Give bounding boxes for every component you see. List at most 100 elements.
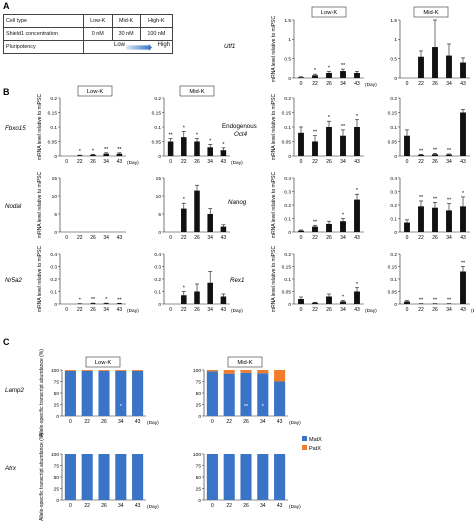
group-header-box [413,6,449,18]
y-axis-label: mRNA level relative to miPSC [271,172,277,239]
significance-mark: * [328,65,331,71]
x-tick-label: 26 [326,235,332,241]
y-tick-label: 0.1 [154,125,161,131]
y-tick-label: 0.4 [390,176,397,182]
y-tick-label: 100 [193,368,201,374]
stacked-bar-matx [257,454,269,500]
x-tick-label: 43 [277,419,283,425]
x-tick-label: 43 [135,503,141,509]
y-tick-label: 0.05 [282,139,292,145]
significance-mark: * [92,148,95,154]
x-tick-label: 0 [169,235,172,241]
y-axis-label: Allele-specific transcript abundance (%) [39,349,45,437]
x-tick-label: 0 [69,419,72,425]
panel-label-c: C [3,337,10,347]
significance-mark: * [342,213,345,219]
x-tick-label: 0 [169,307,172,313]
chart-rex1-low: 0 0.05 0.1 0.15 0.2 0 22 26 34 * 43 * (Day) mRNA leve… [230,246,377,314]
x-tick-label: 26 [194,307,200,313]
bar [404,222,410,232]
bar [103,153,109,156]
x-tick-label: 26 [90,159,96,165]
y-tick-label: 25 [196,402,202,408]
stacked-bar-patx [115,370,127,371]
stacked-bar-matx [132,370,144,416]
x-axis-label: (Day) [147,504,159,510]
x-tick-label: 26 [101,503,107,509]
x-axis-label: (Day) [365,82,377,88]
y-tick-label: 0 [54,230,57,236]
y-tick-label: 0.05 [48,139,58,145]
x-tick-label: 0 [406,81,409,87]
x-axis-label: (Day) [147,420,159,426]
x-axis-label: (Day) [127,308,139,314]
chart-nr5a2-low: 0 0.1 0.2 0.3 0.4 0 22 * 26 ** 34 * 43 ** (Day) mRNA le… [5,246,139,314]
chart-nanog-mid: 0 0.1 0.2 0.3 0.4 0 22 ** 26 ** 34 ** 43 * [390,176,470,241]
y-tick-label: 5 [54,212,57,218]
bar [312,226,318,232]
x-tick-label: 43 [221,307,227,313]
x-tick-label: 43 [354,159,360,165]
significance-mark: ** [447,198,452,204]
chart-lamp2-low: 0 25 50 75 100 0 22 26 34 * 43 (Day) Allele-specific… [5,349,159,437]
stacked-bar-matx [274,381,286,416]
group-header: Mid-K [413,6,449,18]
group-header-label: Low-K [87,89,104,95]
x-tick-label: 26 [194,235,200,241]
stacked-bar-matx [81,454,93,500]
x-tick-label: 0 [406,159,409,165]
significance-mark: * [79,149,82,155]
significance-mark: ** [447,298,452,304]
y-tick-label: 0.1 [50,125,57,131]
bar [446,154,452,156]
significance-mark: ** [341,63,346,69]
panel-label-b: B [3,87,10,97]
y-axis-label: mRNA level relative to miPSC [271,94,277,161]
x-tick-label: 34 [340,159,346,165]
y-tick-label: 100 [51,452,59,458]
bar [354,72,360,78]
bar [220,226,227,232]
group-header-label: Mid-K [189,89,204,95]
y-tick-label: 0.4 [154,252,161,258]
significance-mark: ** [341,124,346,130]
y-tick-label: 10 [156,194,162,200]
x-axis-label: (Day) [289,504,301,510]
y-tick-label: 0 [394,302,397,308]
y-tick-label: 0.2 [50,96,57,102]
chart-oct4-low: 0 0.05 0.1 0.15 0.2 0 22 ** 26 * 34 ** 43 * mRNA level… [222,94,364,165]
y-tick-label: 50 [196,475,202,481]
stacked-bar-patx [274,370,286,382]
significance-mark: * [183,197,186,203]
stacked-bar-matx [206,454,218,500]
significance-mark: * [120,404,123,410]
y-tick-label: 0 [56,414,59,420]
y-tick-label: 0.2 [154,277,161,283]
stacked-bar-matx [115,454,127,500]
x-tick-label: 43 [221,235,227,241]
bar [312,141,318,156]
x-tick-label: 43 [354,235,360,241]
x-tick-label: 22 [77,235,83,241]
y-tick-label: 0.1 [284,216,291,222]
gene-label: Atrx [4,465,17,472]
shield1-table: Cell type Low-K Mid-K High-K Shield1 con… [3,14,174,54]
stacked-bar-patx [98,370,110,371]
x-tick-label: 34 [118,419,124,425]
x-axis-label: (Day) [127,160,139,166]
y-tick-label: 0.2 [284,203,291,209]
x-tick-label: 22 [418,307,424,313]
x-tick-label: 43 [117,159,123,165]
bar [460,271,466,304]
bar [312,302,318,304]
significance-mark: ** [117,147,122,153]
x-tick-label: 43 [117,307,123,313]
bar [77,155,83,156]
significance-mark: ** [447,148,452,154]
significance-mark: ** [91,297,96,303]
significance-mark: * [356,282,359,288]
x-tick-label: 22 [77,159,83,165]
significance-mark: * [209,138,212,144]
significance-mark: * [342,295,345,301]
